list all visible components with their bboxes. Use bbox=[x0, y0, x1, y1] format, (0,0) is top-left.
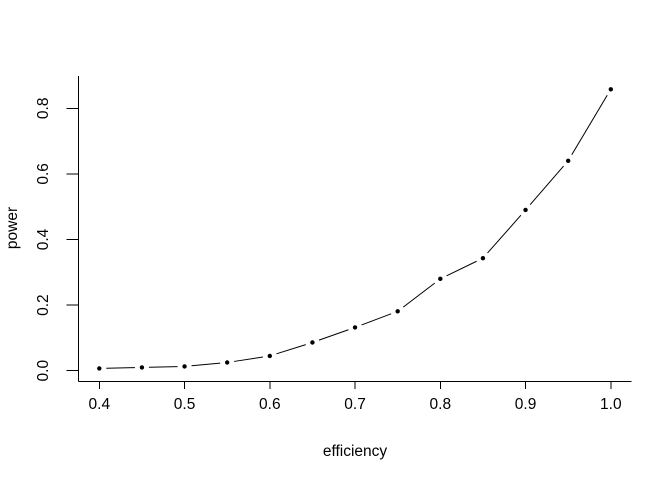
x-tick-label: 0.7 bbox=[344, 396, 366, 413]
series-line-segment bbox=[318, 329, 349, 341]
series-line-segment bbox=[148, 366, 178, 368]
x-tick-label: 1.0 bbox=[600, 396, 622, 413]
series-line-segment bbox=[191, 362, 221, 367]
x-tick-label: 0.8 bbox=[430, 396, 452, 413]
data-point bbox=[97, 366, 102, 371]
data-point bbox=[608, 87, 613, 92]
series-line-segment bbox=[487, 214, 522, 254]
series-line-segment bbox=[446, 260, 477, 277]
y-tick-label: 0.0 bbox=[35, 360, 52, 382]
data-point bbox=[139, 365, 145, 370]
data-point bbox=[224, 360, 230, 365]
y-tick-label: 0.8 bbox=[35, 98, 52, 120]
x-tick-label: 0.6 bbox=[259, 396, 281, 413]
x-tick-label: 0.5 bbox=[174, 396, 196, 413]
data-point bbox=[267, 353, 272, 359]
data-point bbox=[352, 325, 358, 330]
data-point bbox=[480, 255, 486, 261]
x-tick-label: 0.9 bbox=[515, 396, 537, 413]
x-axis-title: efficiency bbox=[323, 443, 388, 460]
data-series-layer bbox=[97, 87, 613, 371]
series-line-segment bbox=[571, 95, 608, 156]
data-point bbox=[523, 207, 528, 213]
y-tick-label: 0.4 bbox=[35, 228, 52, 250]
series-line-segment bbox=[234, 356, 263, 362]
data-point bbox=[438, 276, 443, 282]
data-point bbox=[310, 340, 315, 345]
series-line-segment bbox=[361, 313, 392, 326]
series-line-segment bbox=[276, 344, 306, 355]
y-tick-label: 0.6 bbox=[35, 163, 52, 185]
y-axis-title: power bbox=[4, 207, 21, 249]
data-point bbox=[182, 364, 187, 369]
series-line-segment bbox=[106, 367, 135, 369]
y-tick-label: 0.2 bbox=[35, 294, 52, 316]
axes-layer: 0.4 0.5 0.6 0.7 0.8 0.9 1.0 0.0 0.2 0.4 0.6 0.8 bbox=[35, 76, 632, 413]
series-line-segment bbox=[402, 282, 436, 308]
series-line-segment bbox=[529, 165, 564, 206]
x-tick-label: 0.4 bbox=[89, 396, 111, 413]
data-point bbox=[565, 158, 571, 163]
data-point bbox=[395, 309, 400, 314]
